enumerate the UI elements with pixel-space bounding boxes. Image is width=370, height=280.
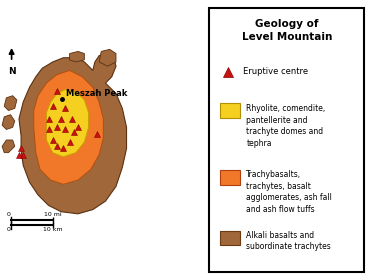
Bar [220, 103, 240, 118]
Polygon shape [4, 96, 17, 111]
Text: 10 km: 10 km [43, 227, 63, 232]
Text: Alkali basalts and
subordinate trachytes: Alkali basalts and subordinate trachytes [246, 231, 331, 251]
Text: N: N [8, 67, 16, 76]
Text: Meszah Peak: Meszah Peak [67, 89, 128, 98]
Polygon shape [2, 140, 15, 153]
Text: Eruptive centre: Eruptive centre [243, 67, 308, 76]
Polygon shape [34, 70, 103, 184]
Polygon shape [2, 115, 15, 129]
Bar [220, 170, 240, 185]
FancyBboxPatch shape [209, 8, 364, 272]
Text: 10 mi: 10 mi [44, 211, 61, 216]
Polygon shape [70, 52, 84, 62]
Bar [220, 231, 240, 245]
Polygon shape [46, 89, 88, 157]
Text: Geology of
Level Mountain: Geology of Level Mountain [242, 19, 332, 42]
Text: Rhyolite, comendite,
pantellerite and
trachyte domes and
tephra: Rhyolite, comendite, pantellerite and tr… [246, 104, 326, 148]
Polygon shape [99, 49, 116, 66]
Text: 0: 0 [7, 227, 10, 232]
Polygon shape [19, 53, 127, 214]
Text: 0: 0 [7, 211, 10, 216]
Text: Trachybasalts,
trachytes, basalt
agglomerates, ash fall
and ash flow tuffs: Trachybasalts, trachytes, basalt agglome… [246, 170, 332, 214]
